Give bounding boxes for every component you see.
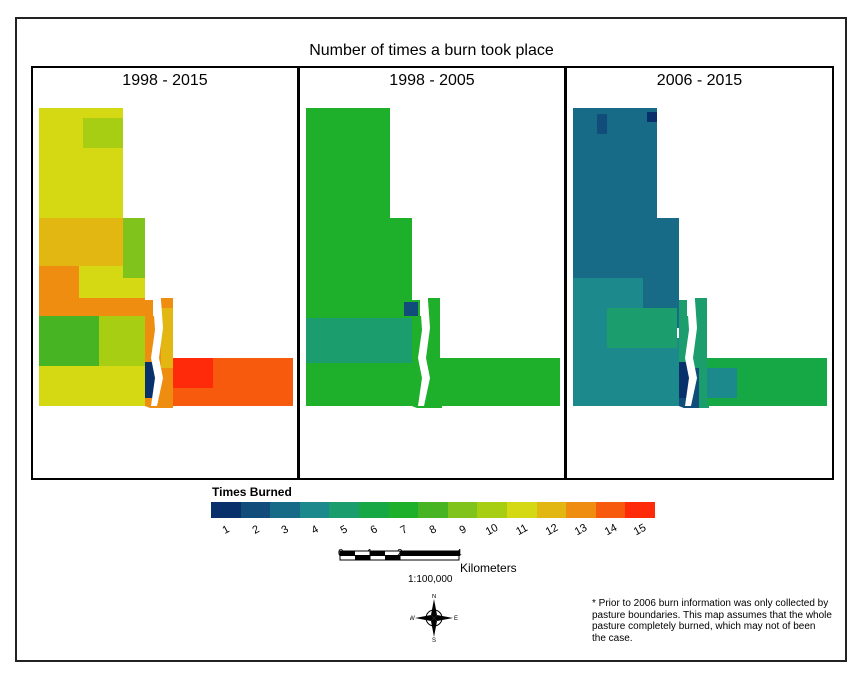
burn-zone bbox=[647, 112, 657, 122]
footnote: * Prior to 2006 burn information was onl… bbox=[592, 598, 832, 644]
scale-ratio: 1:100,000 bbox=[408, 574, 453, 585]
legend-title: Times Burned bbox=[212, 485, 292, 499]
legend-swatch-3 bbox=[270, 502, 300, 518]
burn-zone bbox=[83, 118, 123, 148]
channel-gap bbox=[685, 300, 697, 406]
compass-e: E bbox=[454, 616, 458, 622]
north-arrow-compass-icon: N S W E bbox=[410, 594, 458, 642]
legend-swatch-5 bbox=[329, 502, 359, 518]
burn-zone bbox=[306, 318, 414, 363]
legend-swatch-11 bbox=[506, 502, 537, 518]
channel-gap bbox=[418, 300, 430, 406]
legend-swatch-13 bbox=[566, 502, 596, 518]
map-title: Number of times a burn took place bbox=[309, 42, 554, 59]
burn-zone bbox=[440, 358, 560, 406]
burn-zone bbox=[607, 308, 677, 348]
scale-unit: Kilometers bbox=[460, 561, 517, 575]
compass-s: S bbox=[432, 638, 436, 642]
burn-zone bbox=[404, 302, 418, 316]
legend-swatch-1 bbox=[211, 502, 241, 518]
legend-swatch-15 bbox=[625, 502, 655, 518]
panel-title: 2006 - 2015 bbox=[656, 72, 743, 89]
compass-w: W bbox=[410, 616, 415, 622]
burn-map bbox=[573, 108, 827, 408]
burn-zone bbox=[39, 298, 159, 318]
burn-zone bbox=[161, 308, 173, 368]
scale-bar bbox=[339, 550, 460, 561]
burn-map bbox=[306, 108, 560, 408]
legend-swatch-12 bbox=[536, 502, 567, 518]
legend-swatch-10 bbox=[477, 502, 507, 518]
channel-gap bbox=[151, 300, 163, 406]
panel-2006-2015: 2006 - 2015 bbox=[565, 66, 834, 480]
legend-swatch-2 bbox=[240, 502, 271, 518]
legend-swatch-14 bbox=[595, 502, 626, 518]
compass-n: N bbox=[432, 594, 436, 600]
legend-swatch-4 bbox=[299, 502, 330, 518]
legend-swatch-7 bbox=[388, 502, 419, 518]
panel-title: 1998 - 2005 bbox=[389, 72, 475, 89]
burn-map bbox=[39, 108, 293, 408]
burn-zone bbox=[707, 368, 737, 398]
scale-tick-label: 1 bbox=[367, 548, 373, 559]
legend-swatch-6 bbox=[358, 502, 389, 518]
burn-zone bbox=[123, 218, 145, 278]
burn-zone bbox=[39, 316, 99, 366]
burn-zone bbox=[597, 114, 607, 134]
panel-1998-2005: 1998 - 2005 bbox=[298, 66, 566, 480]
scale-tick-label: 4 bbox=[456, 548, 462, 559]
panel-title: 1998 - 2015 bbox=[122, 72, 208, 89]
burn-zone bbox=[306, 108, 416, 318]
scale-tick-label: 2 bbox=[397, 548, 403, 559]
scale-tick-label: 0 bbox=[338, 548, 344, 559]
legend-swatch-8 bbox=[418, 502, 448, 518]
legend-color-ramp bbox=[211, 502, 655, 518]
legend-swatch-9 bbox=[447, 502, 478, 518]
burn-zone bbox=[99, 316, 149, 366]
panel-1998-2015: 1998 - 2015 bbox=[31, 66, 299, 480]
burn-zone bbox=[173, 358, 213, 388]
burn-zone bbox=[573, 338, 683, 406]
burn-zone bbox=[306, 363, 416, 408]
burn-zone bbox=[39, 366, 149, 406]
